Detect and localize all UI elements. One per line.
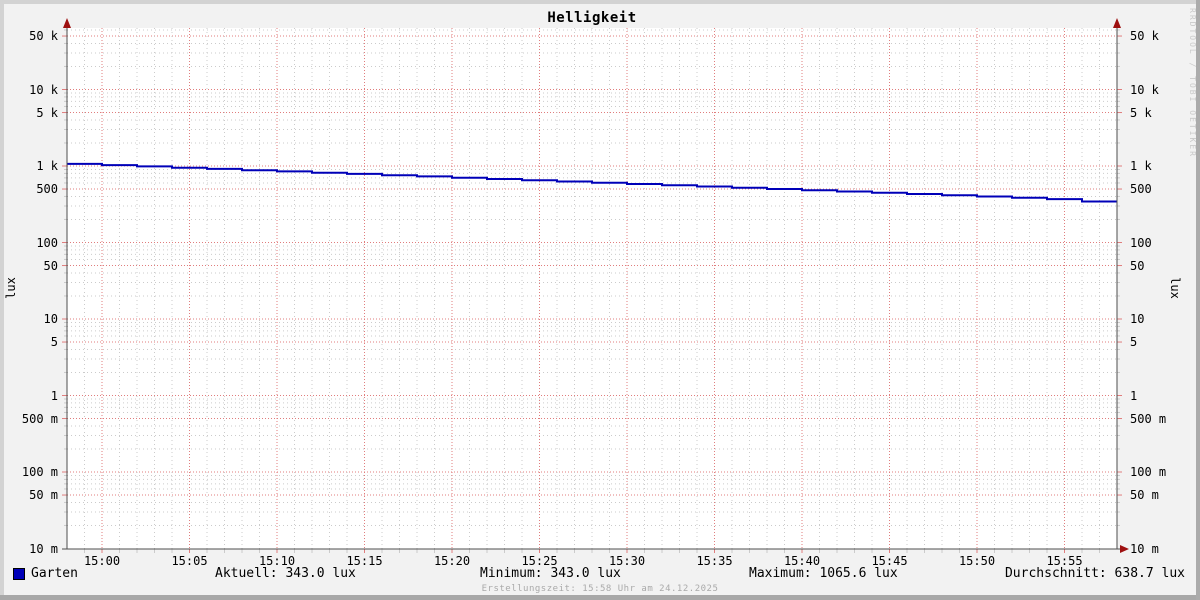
y-tick-label-right: 10 m xyxy=(1130,541,1159,556)
y-tick-label-right: 5 k xyxy=(1130,105,1152,120)
y-tick-label-right: 50 xyxy=(1130,258,1145,273)
y-tick-label-right: 100 xyxy=(1130,235,1152,250)
y-tick-label-left: 100 m xyxy=(21,465,58,479)
y-axis-unit-right: lux xyxy=(1168,277,1182,299)
stat-minimum: Minimum: 343.0 lux xyxy=(480,566,621,581)
y-tick-label-right: 10 xyxy=(1130,312,1145,326)
frame-border-top xyxy=(0,0,1200,4)
y-tick-label-right: 500 xyxy=(1130,182,1152,197)
y-tick-label-right: 5 xyxy=(1130,335,1138,350)
y-tick-label-right: 100 m xyxy=(1130,465,1167,479)
y-tick-label-left: 50 m xyxy=(29,488,58,503)
y-axis-arrow-right xyxy=(1113,18,1121,28)
y-tick-label-right: 10 k xyxy=(1130,82,1159,97)
legend-series-label: Garten xyxy=(31,566,78,581)
x-tick-label: 15:25 xyxy=(521,554,558,568)
x-tick-label: 15:40 xyxy=(783,554,821,568)
y-tick-label-left: 50 k xyxy=(29,29,58,44)
y-tick-label-left: 1 xyxy=(50,388,58,403)
x-tick-label: 15:35 xyxy=(696,554,733,568)
frame-border-right xyxy=(1196,0,1200,600)
y-tick-label-left: 100 xyxy=(36,235,58,250)
x-tick-label: 15:45 xyxy=(871,554,908,568)
y-tick-label-right: 50 k xyxy=(1130,29,1159,44)
legend-swatch-garten xyxy=(13,568,25,580)
y-tick-label-right: 1 k xyxy=(1130,159,1152,173)
data-line-garten xyxy=(67,162,1117,203)
y-tick-label-left: 500 xyxy=(36,182,58,197)
y-tick-label-left: 5 k xyxy=(36,105,58,120)
stat-aktuell: Aktuell: 343.0 lux xyxy=(215,566,356,581)
x-tick-label: 15:50 xyxy=(958,554,996,568)
y-tick-label-left: 1 k xyxy=(36,159,58,173)
y-tick-label-left: 10 k xyxy=(29,82,58,97)
y-tick-label-right: 500 m xyxy=(1130,411,1167,426)
x-tick-label: 15:20 xyxy=(433,554,471,568)
y-axis-arrow-left xyxy=(63,18,71,28)
stat-durchschnitt: Durchschnitt: 638.7 lux xyxy=(1004,566,1185,581)
x-tick-label: 15:30 xyxy=(608,554,646,568)
y-tick-label-left: 50 xyxy=(43,258,58,273)
x-tick-label: 15:55 xyxy=(1046,554,1083,568)
x-tick-label: 15:15 xyxy=(346,554,383,568)
rrdtool-watermark: RRDTOOL / TOBI OETIKER xyxy=(1188,8,1197,158)
x-axis-arrow xyxy=(1120,545,1129,553)
x-tick-label: 15:10 xyxy=(258,554,296,568)
stat-maximum: Maximum: 1065.6 lux xyxy=(749,566,898,581)
y-tick-label-left: 5 xyxy=(50,335,58,350)
x-tick-label: 15:05 xyxy=(171,554,208,568)
y-tick-label-left: 10 m xyxy=(29,541,58,556)
x-tick-label: 15:00 xyxy=(83,554,121,568)
frame-border-bottom xyxy=(0,595,1200,600)
legend: Garten Aktuell: 343.0 lux Minimum: 343.0… xyxy=(0,566,1200,582)
frame-border-left xyxy=(0,0,4,600)
y-tick-label-right: 1 xyxy=(1130,388,1138,403)
creation-time: Erstellungszeit: 15:58 Uhr am 24.12.2025 xyxy=(481,584,719,594)
chart-title: Helligkeit xyxy=(547,10,637,26)
y-tick-label-right: 50 m xyxy=(1130,488,1159,503)
y-tick-label-left: 500 m xyxy=(21,411,58,426)
y-tick-label-left: 10 xyxy=(43,312,58,326)
